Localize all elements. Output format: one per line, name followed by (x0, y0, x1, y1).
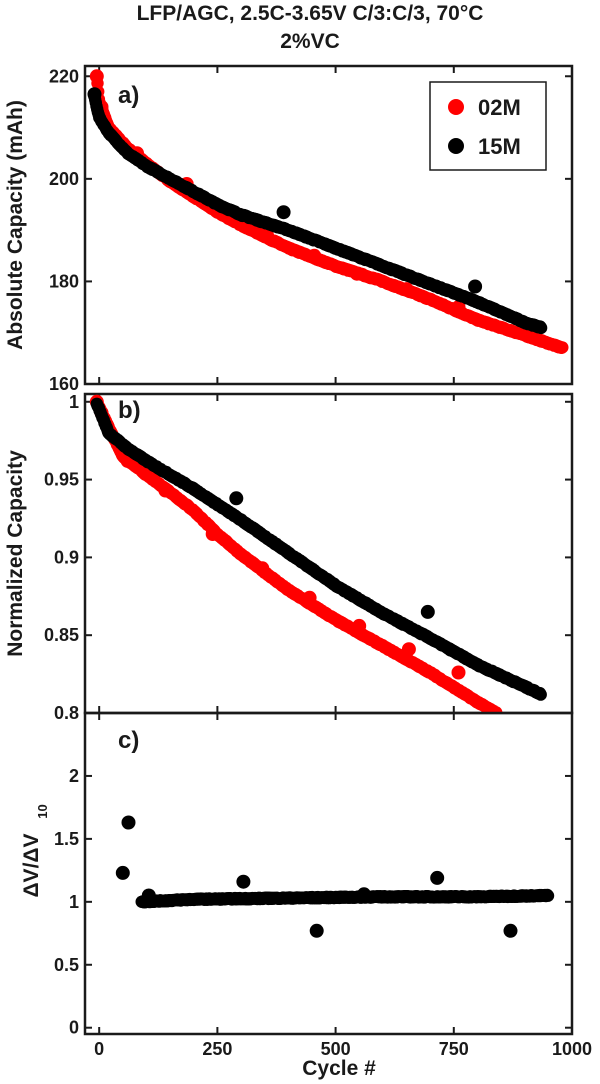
outlier-point-15m (420, 604, 435, 619)
panel-letter: c) (118, 727, 139, 754)
outlier-point-15m (236, 874, 251, 889)
outlier-point-02m (451, 665, 466, 680)
outlier-point-02m (205, 527, 220, 541)
data-point-15m (534, 688, 547, 701)
panel-letter: a) (118, 82, 139, 109)
outlier-point-02m (89, 69, 104, 84)
legend-label-15m: 15M (478, 134, 521, 159)
y-axis-label: ΔV/ΔV (20, 833, 43, 897)
plot-frame (83, 711, 574, 1036)
y-tick-label: 180 (49, 271, 79, 291)
outlier-point-02m (451, 300, 466, 315)
panel-c: 0 250 500 750 1000 0 0.5 1 1.5 2 c) ΔV/ΔV 10 (20, 711, 592, 1059)
data-points (87, 69, 569, 354)
outlier-point-15m (430, 870, 445, 885)
panel-b: 0.8 0.85 0.9 0.95 1 b) Normalized Capacity (4, 392, 574, 723)
outlier-point-15m (468, 279, 483, 294)
outlier-point-02m (255, 561, 270, 576)
y-tick-label: 220 (49, 66, 79, 86)
data-point-02m (490, 706, 503, 713)
y-tick-label: 1 (69, 892, 79, 912)
x-tick-label: 1000 (552, 1039, 592, 1059)
legend-box (429, 81, 547, 171)
y-axis-label: Normalized Capacity (4, 450, 27, 657)
x-tick-label: 500 (321, 1039, 351, 1059)
outlier-point-02m (158, 483, 173, 498)
legend-marker-02m (448, 99, 464, 115)
x-tick-label: 750 (439, 1039, 469, 1059)
outlier-point-02m (307, 248, 322, 263)
outlier-point-15m (503, 923, 518, 938)
y-axis-label: Absolute Capacity (mAh) (4, 100, 27, 350)
data-points (115, 815, 555, 938)
x-tick-label: 0 (94, 1039, 104, 1059)
outlier-point-15m (121, 815, 136, 830)
outlier-point-15m (141, 888, 156, 903)
outlier-point-02m (302, 590, 317, 605)
outlier-point-02m (401, 642, 416, 657)
data-points (89, 394, 547, 713)
legend-marker-15m (448, 138, 464, 154)
y-tick-label: 2 (69, 766, 79, 786)
y-tick-label: 200 (49, 169, 79, 189)
outlier-point-02m (260, 228, 274, 243)
outlier-point-15m (309, 923, 324, 938)
y-tick-label: 0 (69, 1018, 79, 1038)
outlier-point-15m (87, 87, 102, 102)
data-point-15m (541, 889, 555, 902)
y-tick-label: 160 (49, 374, 79, 394)
panel-a: 160 180 200 220 a) Absolute Capacity (mAh) (4, 64, 574, 394)
plot-frame (83, 64, 574, 386)
y-tick-label: 0.95 (44, 470, 79, 490)
outlier-point-15m (229, 491, 244, 506)
chart-title-line2: 2%VC (280, 30, 340, 53)
x-axis-label: Cycle # (302, 1057, 376, 1080)
data-point-02m (556, 341, 569, 354)
plot-frame (83, 392, 574, 715)
outlier-point-15m (357, 887, 371, 902)
chart-title-line1: LFP/AGC, 2.5C-3.65V C/3:C/3, 70°C (137, 2, 484, 25)
y-axis-label-subscript: 10 (35, 804, 50, 818)
y-tick-label: 0.5 (54, 955, 79, 975)
data-point-15m (534, 321, 548, 335)
y-tick-label: 0.9 (54, 547, 79, 567)
outlier-point-15m (276, 205, 291, 220)
y-tick-label: 0.85 (44, 625, 79, 645)
legend-label-02m: 02M (478, 95, 521, 120)
x-tick-label: 250 (202, 1039, 232, 1059)
outlier-point-02m (349, 266, 364, 281)
legend: 02M 15M (429, 81, 547, 171)
y-tick-label: 1.5 (54, 829, 79, 849)
outlier-point-02m (352, 618, 367, 633)
outlier-point-02m (399, 282, 414, 297)
outlier-point-15m (115, 865, 130, 880)
panel-letter: b) (118, 397, 141, 424)
y-tick-label: 1 (69, 392, 79, 412)
y-tick-label: 0.8 (54, 703, 79, 723)
